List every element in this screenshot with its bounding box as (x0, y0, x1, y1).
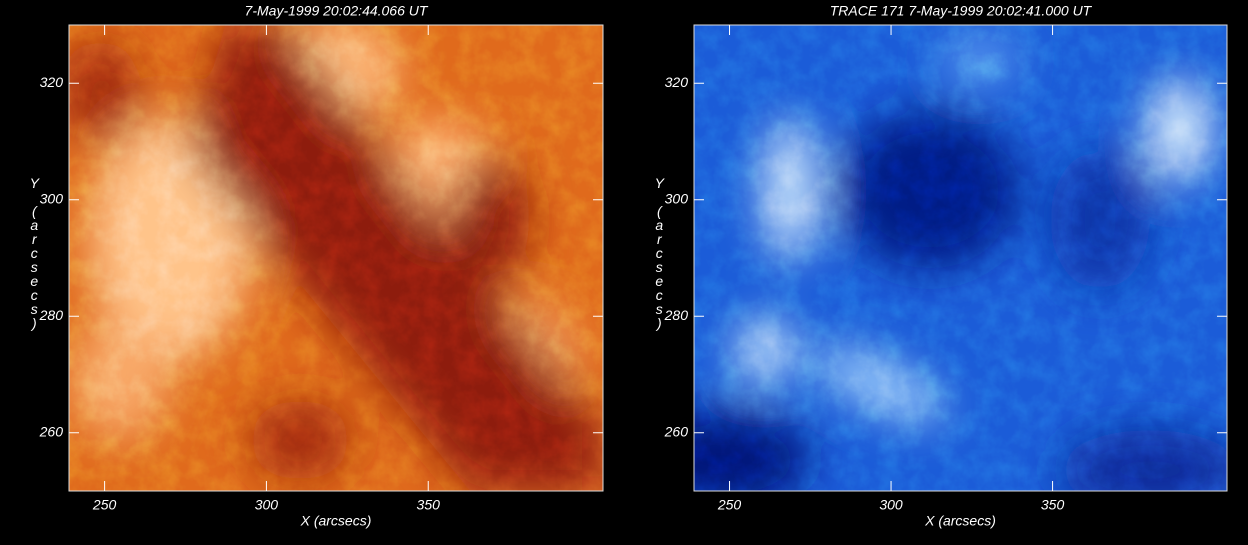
chart-title: 7-May-1999 20:02:44.066 UT (245, 3, 429, 19)
y-tick-label: 260 (664, 423, 689, 439)
x-tick-label: 250 (717, 497, 742, 513)
y-axis-label: Y (arcsecs) (26, 175, 42, 331)
x-tick-label: 350 (1041, 497, 1065, 513)
x-tick-label: 300 (879, 497, 903, 513)
y-tick-label: 300 (40, 190, 64, 206)
x-tick-label: 350 (417, 497, 441, 513)
y-tick-label: 280 (39, 307, 64, 323)
y-tick-label: 320 (665, 74, 689, 90)
x-axis-label: X (arcsecs) (300, 513, 372, 529)
y-tick-label: 260 (39, 423, 64, 439)
plot-frame (68, 24, 604, 492)
y-tick-label: 320 (40, 74, 64, 90)
y-tick-label: 280 (664, 307, 689, 323)
plot-frame (693, 24, 1228, 492)
chart-title: TRACE 171 7-May-1999 20:02:41.000 UT (830, 3, 1093, 19)
x-tick-label: 250 (92, 497, 117, 513)
solar-image (69, 25, 603, 491)
x-tick-label: 300 (255, 497, 279, 513)
y-tick-label: 300 (665, 190, 689, 206)
solar-image (694, 25, 1227, 491)
y-axis-label: Y (arcsecs) (651, 175, 667, 331)
x-axis-label: X (arcsecs) (924, 513, 996, 529)
